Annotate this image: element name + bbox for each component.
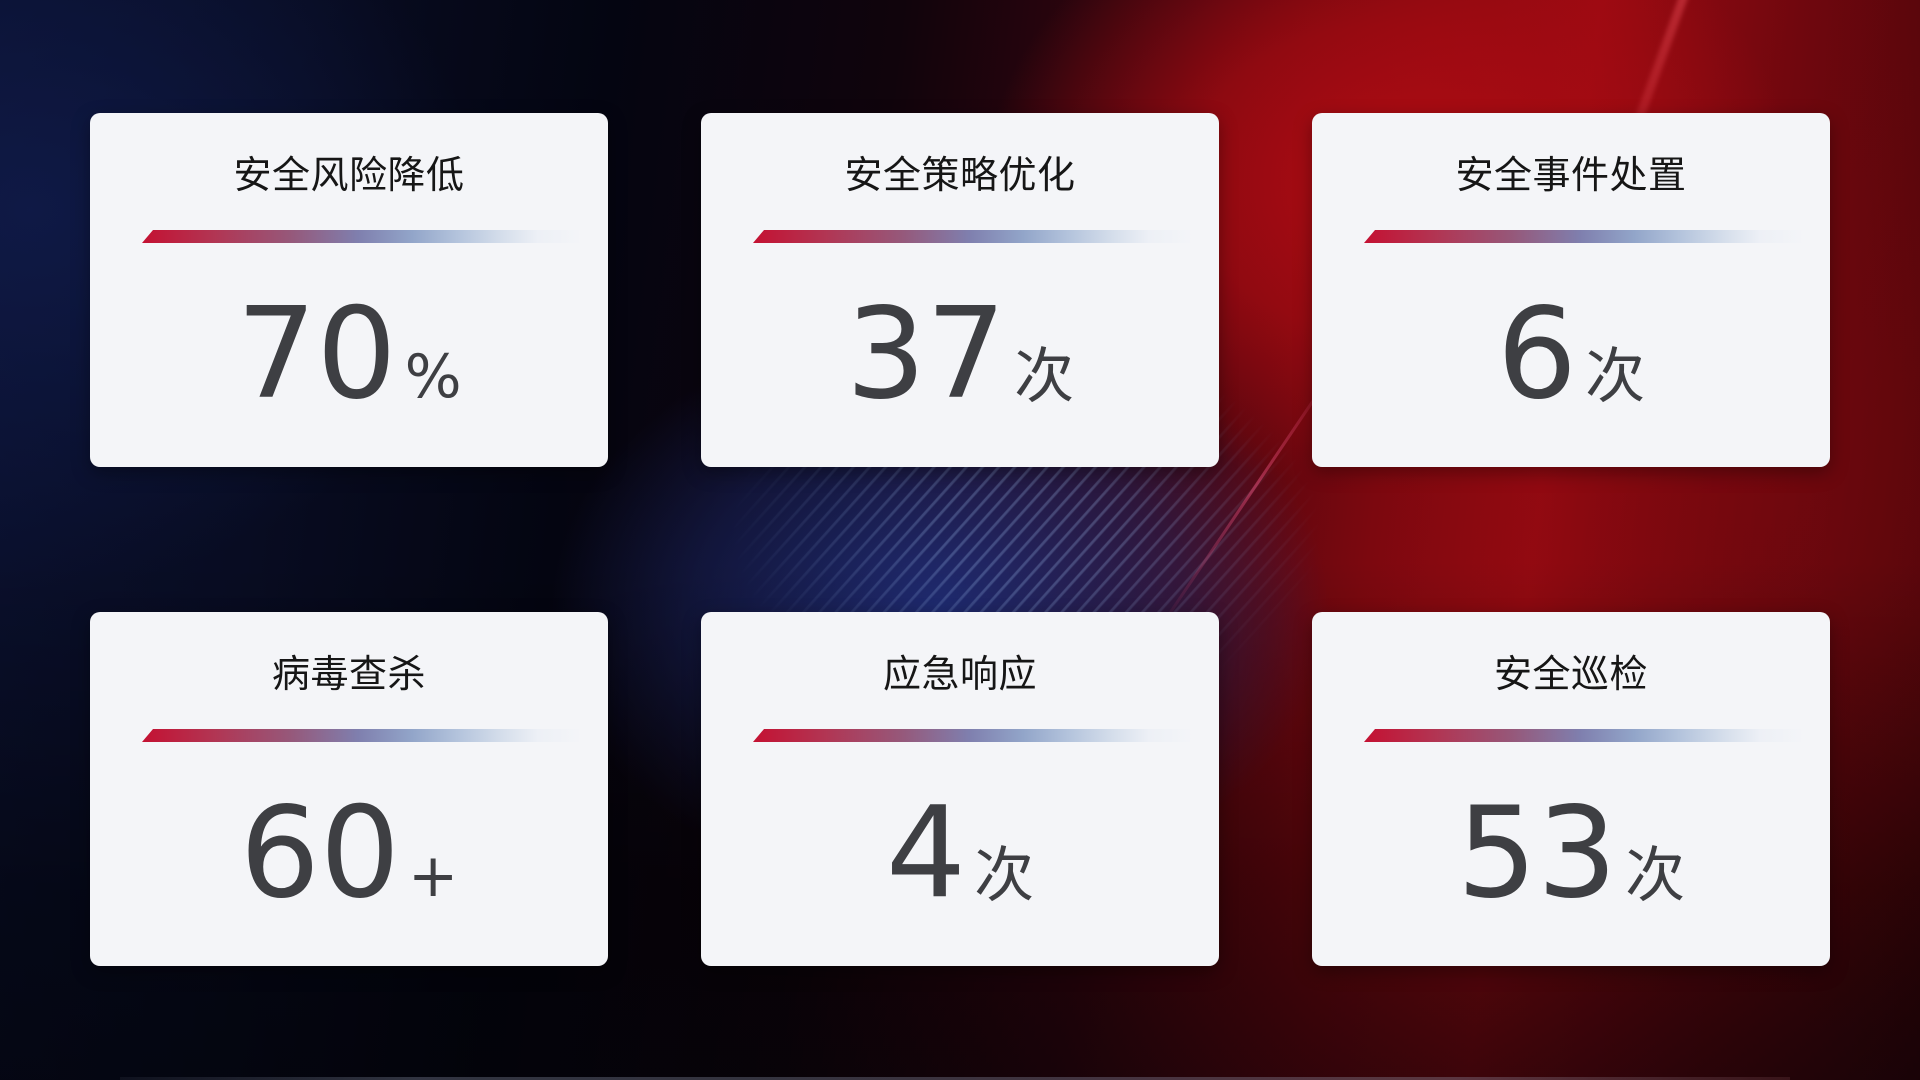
stat-unit: 次 (974, 841, 1035, 911)
stat-divider (1364, 729, 1814, 742)
stat-unit: 次 (1014, 342, 1075, 412)
stat-value: 37 次 (701, 291, 1219, 417)
stat-divider (142, 230, 592, 243)
stat-card-title: 安全策略优化 (844, 155, 1076, 197)
stat-value: 60 + (90, 790, 608, 916)
stat-value: 6 次 (1312, 291, 1830, 417)
stat-card-title: 安全事件处置 (1455, 155, 1687, 197)
stat-card-security-inspection: 安全巡检 53 次 (1312, 612, 1830, 966)
stat-card-title: 安全巡检 (1493, 654, 1648, 696)
stat-divider (1364, 230, 1814, 243)
stat-card-title: 应急响应 (882, 654, 1037, 696)
stat-divider (753, 729, 1203, 742)
stat-number: 6 (1496, 280, 1578, 427)
stat-card-title: 病毒查杀 (271, 654, 426, 696)
stat-unit: 次 (1585, 342, 1646, 412)
bottom-divider-line (120, 1077, 1790, 1080)
stat-unit: 次 (1625, 841, 1686, 911)
stat-card-security-risk-reduction: 安全风险降低 70 % (90, 113, 608, 467)
stat-unit: % (404, 342, 462, 412)
stat-divider (142, 729, 592, 742)
stat-card-title: 安全风险降低 (233, 155, 465, 197)
stat-value: 70 % (90, 291, 608, 417)
stat-number: 37 (845, 280, 1007, 427)
stats-grid: 安全风险降低 70 % 安全策略优化 37 次 安全事件处置 6 次 病毒查杀 … (90, 113, 1830, 966)
stat-number: 70 (236, 280, 397, 427)
stat-card-emergency-response: 应急响应 4 次 (701, 612, 1219, 966)
stat-card-security-policy-optimization: 安全策略优化 37 次 (701, 113, 1219, 467)
stat-divider (753, 230, 1203, 243)
stat-card-security-incident-handling: 安全事件处置 6 次 (1312, 113, 1830, 467)
stat-value: 4 次 (701, 790, 1219, 916)
stat-card-virus-scan: 病毒查杀 60 + (90, 612, 608, 966)
stat-value: 53 次 (1312, 790, 1830, 916)
stat-number: 53 (1456, 779, 1618, 926)
stat-number: 4 (885, 779, 967, 926)
stat-unit: + (408, 841, 459, 911)
stat-number: 60 (239, 779, 401, 926)
